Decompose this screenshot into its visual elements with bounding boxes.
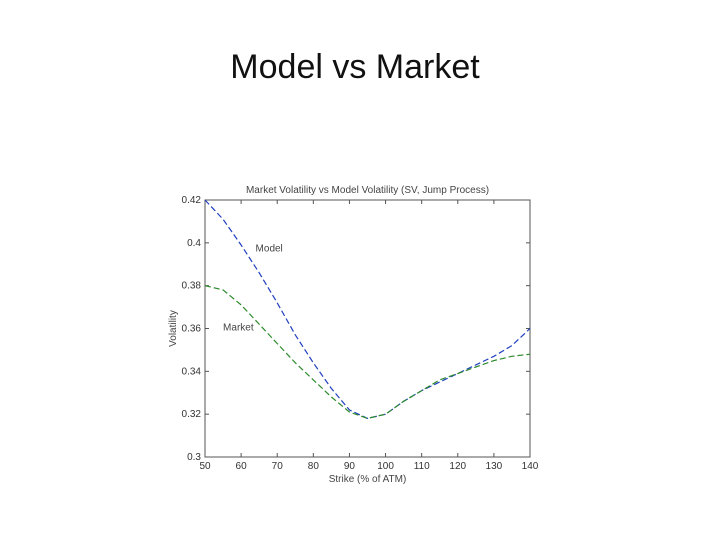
x-tick-label: 120 (449, 461, 466, 472)
y-tick-label: 0.36 (182, 324, 202, 335)
annotations: Model Market (223, 243, 283, 333)
series-line-market (204, 285, 531, 419)
x-tick-label: 110 (414, 461, 430, 472)
y-tick-label: 0.3 (187, 452, 201, 463)
y-axis-label: Volatility (168, 310, 179, 347)
x-tick-label: 90 (344, 461, 356, 472)
x-axis-label: Strike (% of ATM) (329, 474, 407, 485)
y-tick-label: 0.4 (187, 238, 201, 249)
slide-title: Model vs Market (230, 48, 480, 86)
y-tick-label: 0.42 (182, 195, 202, 206)
x-tick-label: 140 (522, 461, 539, 472)
x-tick-label: 80 (308, 461, 320, 472)
y-tick-label: 0.38 (182, 281, 202, 292)
x-tick-label: 50 (199, 461, 211, 472)
x-tick-label: 130 (486, 461, 503, 472)
chart-title: Market Volatility vs Model Volatility (S… (246, 185, 489, 196)
x-tick-label: 100 (377, 461, 394, 472)
series-line-model (204, 199, 531, 419)
x-tick-label: 70 (272, 461, 284, 472)
y-tick-label: 0.32 (182, 409, 202, 420)
annotation-market: Market (223, 323, 254, 334)
axis-ticks: 50 60 70 80 90 100 110 120 130 140 0.3 0.32 0.34 0.36… (182, 195, 539, 472)
annotation-model: Model (256, 243, 283, 254)
x-tick-label: 60 (236, 461, 248, 472)
series-lines (204, 199, 531, 419)
y-tick-label: 0.34 (182, 366, 202, 377)
